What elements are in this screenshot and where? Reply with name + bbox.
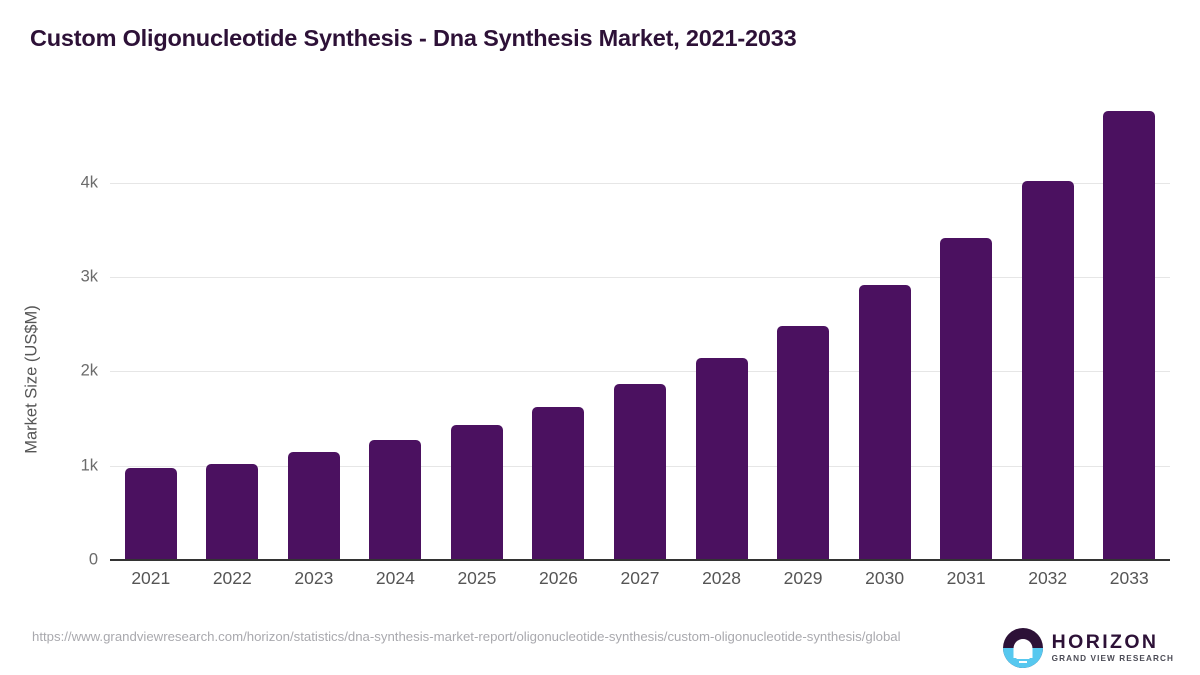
- x-tick-label-2027: 2027: [620, 568, 660, 588]
- x-tick-label-2032: 2032: [1028, 568, 1068, 588]
- y-tick-label: 4k: [80, 173, 98, 192]
- x-tick-label-2021: 2021: [131, 568, 171, 588]
- bar-2028[interactable]: [695, 358, 748, 560]
- bar-2022[interactable]: [206, 464, 259, 560]
- x-tick-label-2022: 2022: [212, 568, 252, 588]
- horizon-logo[interactable]: HORIZON GRAND VIEW RESEARCH: [1002, 628, 1174, 668]
- bar-2021[interactable]: [124, 468, 177, 560]
- y-tick-label: 1k: [80, 456, 98, 475]
- plot-area: 0 1k 2k 3k 4k 2021 2022 2023 2024 2025 2026 2027 20…: [81, 100, 1170, 588]
- x-axis-line: [110, 559, 1170, 561]
- gridline: [110, 371, 1170, 373]
- y-tick-label: 2k: [80, 361, 98, 380]
- y-tick-label: 0: [88, 550, 98, 569]
- gridline: [110, 276, 1170, 278]
- bar-2027[interactable]: [614, 384, 666, 560]
- bar-2024[interactable]: [369, 440, 422, 560]
- page-title: Custom Oligonucleotide Synthesis - Dna S…: [30, 25, 797, 51]
- logo-tagline: GRAND VIEW RESEARCH: [1051, 654, 1174, 664]
- bar-2026[interactable]: [532, 407, 585, 560]
- x-tick-label-2031: 2031: [946, 568, 986, 588]
- bar-2031[interactable]: [940, 237, 993, 560]
- logo-wordmark: HORIZON: [1051, 630, 1159, 653]
- x-tick-label-2030: 2030: [865, 568, 905, 588]
- bar-2025[interactable]: [450, 425, 503, 560]
- bar-2033[interactable]: [1103, 111, 1156, 560]
- x-tick-label-2028: 2028: [702, 568, 741, 588]
- x-tick-label-2033: 2033: [1109, 568, 1149, 588]
- chart-footer: https://www.grandviewresearch.com/horizo…: [0, 618, 1200, 675]
- bar-2032[interactable]: [1021, 180, 1074, 560]
- horizon-sun-circle-icon: [1002, 628, 1043, 668]
- bar-2030[interactable]: [858, 284, 911, 560]
- gridline: [110, 182, 1170, 184]
- x-tick-label-2029: 2029: [783, 568, 823, 588]
- chart-plot-wrapper: Market Size (US$M) 0 1k 2k 3k 4k 2021 2022 202…: [23, 100, 1170, 588]
- x-tick-label-2025: 2025: [457, 568, 497, 588]
- logo-text-block: HORIZON GRAND VIEW RESEARCH: [1051, 630, 1174, 664]
- bar-2023[interactable]: [287, 451, 340, 560]
- x-tick-label-2026: 2026: [538, 568, 578, 588]
- x-tick-label-2024: 2024: [375, 568, 415, 588]
- bar-2029[interactable]: [777, 326, 830, 560]
- bars-layer: [110, 100, 1170, 560]
- y-tick-label: 3k: [80, 267, 98, 286]
- source-url[interactable]: https://www.grandviewresearch.com/horizo…: [32, 629, 901, 644]
- x-tick-label-2023: 2023: [294, 568, 334, 588]
